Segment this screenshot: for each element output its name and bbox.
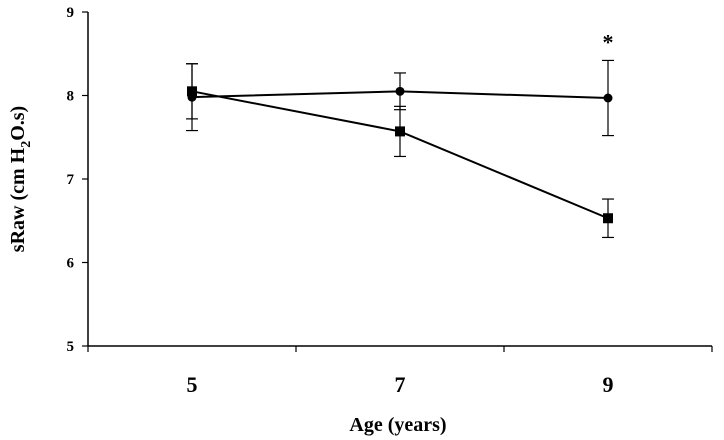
y-tick-label: 8	[67, 89, 75, 105]
y-tick-label: 6	[67, 256, 75, 272]
x-ticks: 5 7 9	[87, 346, 713, 397]
data-point	[187, 86, 197, 97]
x-axis: 5 7 9	[87, 345, 713, 397]
annotations: *	[603, 30, 614, 55]
y-tick-label: 7	[67, 172, 75, 188]
significance-marker: *	[603, 30, 614, 55]
series-square	[186, 63, 614, 239]
x-tick-label: 7	[395, 372, 406, 397]
y-axis-title-post: O.s)	[7, 106, 29, 141]
y-axis-title: sRaw (cm H2O.s)	[7, 106, 34, 252]
y-ticks: 5 6 7 8 9	[67, 5, 88, 355]
x-tick-label: 5	[187, 372, 198, 397]
data-point	[603, 213, 613, 224]
y-tick-label: 5	[67, 339, 75, 355]
data-point	[395, 86, 405, 96]
y-axis-title-pre: sRaw (cm H	[7, 147, 29, 252]
x-tick-label: 9	[603, 372, 614, 397]
series-layer	[186, 59, 614, 239]
x-axis-title: Age (years)	[349, 414, 446, 436]
data-point	[395, 126, 405, 137]
y-axis-title-sub: 2	[19, 141, 34, 148]
y-axis: 5 6 7 8 9	[67, 5, 89, 355]
y-tick-label: 9	[67, 5, 75, 21]
data-point	[603, 93, 613, 103]
